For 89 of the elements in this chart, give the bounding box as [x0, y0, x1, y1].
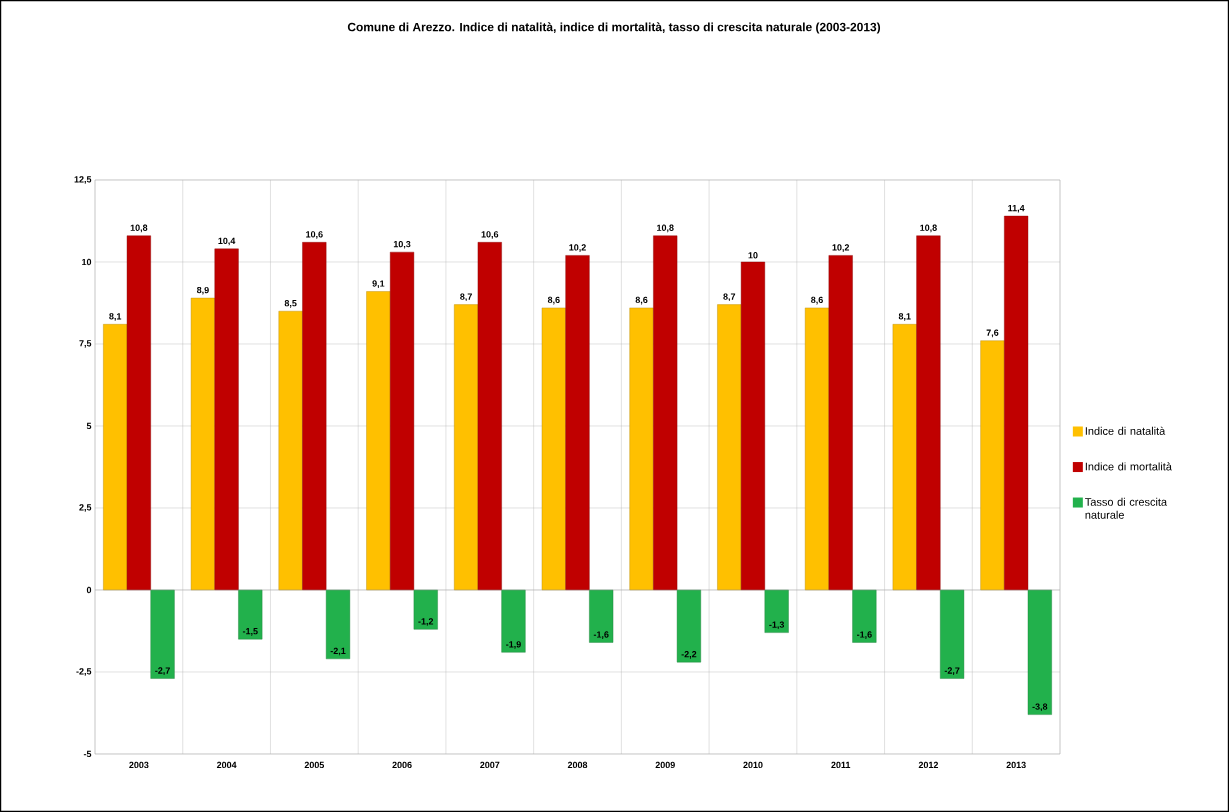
x-tick-label: 2012: [918, 761, 939, 769]
bar: [589, 589, 614, 643]
bar: [940, 589, 965, 679]
bar: [629, 307, 654, 591]
data-label: -2,2: [681, 650, 697, 659]
x-tick-label: 2004: [216, 761, 237, 769]
bar: [541, 307, 566, 591]
data-label: 8,6: [635, 296, 648, 305]
data-label: 10,8: [130, 224, 148, 233]
bar: [916, 235, 941, 591]
bar: [565, 255, 590, 591]
y-tick-label: 7,5: [79, 340, 92, 348]
y-tick-label: -2,5: [76, 668, 92, 676]
y-tick-label: 2,5: [79, 504, 92, 512]
data-label: 10: [748, 252, 758, 259]
bar: [150, 589, 175, 679]
bar: [828, 255, 853, 591]
data-label: -1,6: [857, 631, 872, 639]
data-label: 10,3: [393, 240, 411, 249]
bar: [676, 589, 701, 663]
data-label: -1,5: [242, 628, 258, 636]
bar: [1027, 589, 1052, 715]
bar: [214, 248, 239, 591]
bar: [1004, 215, 1029, 591]
bar: [238, 589, 263, 640]
data-label: 8,6: [547, 296, 560, 305]
bar: [653, 235, 678, 591]
x-tick-label: 2010: [743, 761, 763, 769]
data-label: 10,6: [306, 231, 323, 239]
bar: [501, 589, 526, 653]
data-label: 8,9: [196, 286, 209, 295]
y-tick-label: -5: [83, 750, 92, 758]
data-label: -1,6: [593, 631, 609, 639]
data-label: -3,8: [1032, 703, 1048, 712]
bar: [366, 291, 391, 591]
bar: [278, 310, 303, 591]
bar: [892, 324, 917, 591]
legend-label: Indice di natalità: [1085, 426, 1166, 435]
data-label: 8,1: [898, 313, 911, 321]
data-label: -2,7: [155, 667, 170, 676]
data-label: 8,1: [109, 313, 122, 321]
bar: [477, 242, 502, 591]
x-tick-label: 2011: [831, 761, 851, 769]
data-label: 7,6: [986, 329, 999, 338]
bar: [454, 304, 479, 591]
legend-label: Indice di mortalità: [1085, 462, 1172, 471]
y-tick-label: 0: [86, 586, 92, 594]
data-label: 8,6: [811, 296, 823, 305]
data-label: 8,7: [723, 293, 736, 302]
bar: [413, 589, 438, 630]
data-label: -1,3: [769, 621, 785, 630]
bar: [717, 304, 742, 591]
x-tick-label: 2003: [129, 761, 149, 769]
y-tick-label: 10: [82, 258, 92, 266]
data-label: 11,4: [1008, 204, 1025, 213]
x-tick-label: 2005: [304, 761, 325, 769]
data-label: -2,1: [330, 647, 346, 656]
data-label: 8,5: [284, 300, 297, 308]
bar: [302, 242, 327, 591]
data-label: -1,2: [418, 618, 434, 626]
x-tick-label: 2007: [480, 761, 500, 769]
bar: [804, 307, 830, 591]
chart-title: Comune di Arezzo. Indice di natalità, indice di mortalità, tasso di crescita naturale (2003-2013): [347, 22, 881, 34]
data-label: -1,9: [506, 641, 521, 649]
data-label: 10,8: [657, 224, 674, 233]
data-label: 8,7: [460, 293, 472, 302]
data-label: 10,4: [218, 237, 236, 246]
x-tick-label: 2006: [392, 761, 412, 769]
y-tick-label: 12,5: [74, 176, 92, 184]
y-tick-label: 5: [86, 422, 92, 430]
data-label: 10,6: [481, 231, 499, 239]
bar: [390, 251, 415, 591]
bar: [325, 589, 351, 660]
data-label: 10,8: [920, 224, 937, 233]
bar: [740, 261, 766, 591]
legend-label: Tasso di crescita naturale: [1085, 497, 1168, 519]
bar: [126, 235, 151, 591]
bar: [190, 297, 215, 591]
bar: [980, 340, 1005, 591]
data-label: 10,2: [569, 244, 586, 252]
bar: [852, 589, 877, 643]
x-tick-label: 2013: [1006, 761, 1026, 769]
bar: [764, 589, 789, 633]
x-tick-label: 2008: [567, 761, 588, 769]
bar: [103, 324, 128, 591]
data-label: -2,7: [944, 667, 960, 676]
data-label: 10,2: [832, 244, 850, 252]
x-tick-label: 2009: [655, 761, 675, 769]
data-label: 9,1: [372, 280, 385, 288]
